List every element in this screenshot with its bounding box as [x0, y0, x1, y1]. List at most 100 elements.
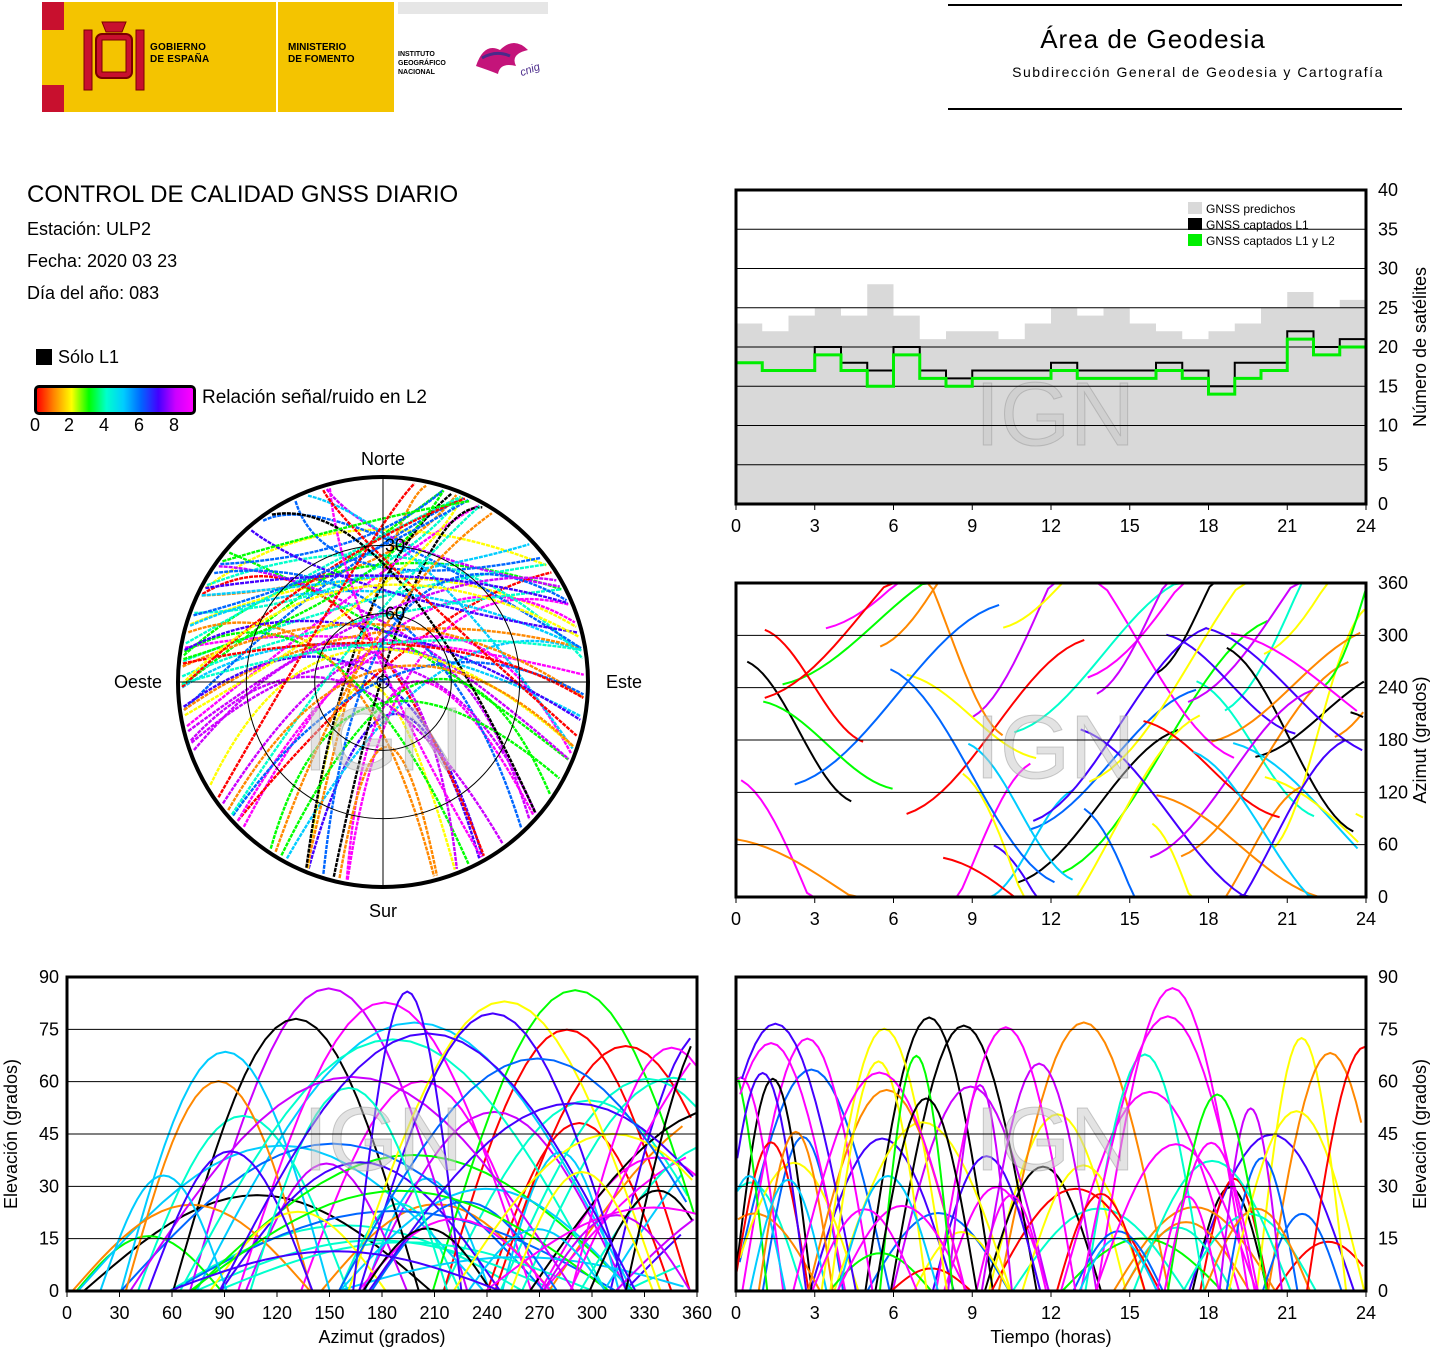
elev-time-track: [837, 1174, 939, 1292]
azimuth-track: [1350, 711, 1364, 718]
ministerio-logo: MINISTERIO DE FOMENTO: [278, 2, 394, 112]
azimuth-track: [1272, 608, 1366, 850]
elev-time-track: [1256, 1036, 1348, 1292]
sky-track: [274, 512, 493, 853]
sky-track: [181, 638, 582, 685]
x-tick-label: 12: [1041, 516, 1061, 536]
y-tick-label: 0: [49, 1281, 59, 1301]
x-tick-label: 12: [1041, 1303, 1061, 1323]
elev-az-track: [347, 1000, 662, 1292]
x-tick-label: 18: [1198, 1303, 1218, 1323]
elev-az-track: [588, 1189, 693, 1292]
y-tick-label: 120: [1378, 782, 1408, 802]
elev-time-track: [1191, 1186, 1269, 1292]
elev-az-track: [218, 1032, 637, 1292]
y-tick-label: 60: [1378, 835, 1398, 855]
azimuth-track: [1166, 633, 1296, 735]
x-tick-label: 90: [214, 1303, 234, 1323]
sky-track: [221, 647, 531, 820]
y-tick-label: 30: [1378, 1176, 1398, 1196]
sky-track: [322, 489, 578, 737]
y-tick-label: 45: [39, 1124, 59, 1144]
header-logos: GOBIERNO DE ESPAÑA MINISTERIO DE FOMENTO…: [42, 2, 548, 112]
x-tick-label: 180: [367, 1303, 397, 1323]
sky-track: [186, 504, 480, 728]
x-tick-label: 120: [262, 1303, 292, 1323]
elev-az-track: [494, 1044, 692, 1292]
gobierno-logo: GOBIERNO DE ESPAÑA: [64, 2, 276, 112]
azimuth-track: [1255, 680, 1365, 758]
elev-time-track: [997, 1021, 1170, 1292]
y-tick-label: 90: [39, 967, 59, 987]
y-tick-label: 15: [39, 1229, 59, 1249]
x-tick-label: 24: [1356, 1303, 1376, 1323]
azimuth-track: [906, 638, 1085, 815]
x-tick-label: 0: [731, 516, 741, 536]
azimuth-track: [1032, 626, 1208, 822]
direction-east: Este: [606, 672, 642, 692]
sky-track: [193, 499, 469, 617]
elev-time-track: [1060, 1090, 1241, 1292]
elev-time-track: [1079, 1015, 1256, 1292]
sky-track: [220, 489, 444, 566]
sky-track: [285, 639, 582, 860]
x-tick-label: 330: [629, 1303, 659, 1323]
elev-az-track: [542, 1156, 687, 1292]
legend-swatch: [1188, 218, 1202, 230]
station-label: Estación: ULP2: [27, 219, 152, 239]
elev-az-track: [452, 1132, 693, 1292]
elev-time-track: [983, 1165, 1102, 1292]
elev-az-track: [137, 1114, 349, 1292]
elev-az-track: [189, 987, 469, 1292]
snr-label: Relación señal/ruido en L2: [202, 387, 427, 408]
y-axis-label: Azimut (grados): [1410, 676, 1430, 803]
cnig-logo-icon: [476, 43, 528, 74]
legend-swatch: [1188, 202, 1202, 214]
x-tick-label: 210: [419, 1303, 449, 1323]
sky-track: [271, 512, 537, 814]
elev-time-track: [878, 1054, 954, 1292]
header-rule-bottom: [948, 108, 1402, 110]
azimuth-track: [1230, 632, 1358, 712]
y-tick-label: 5: [1378, 455, 1388, 475]
elev-time-track: [980, 1062, 1098, 1292]
y-tick-label: 90: [1378, 967, 1398, 987]
y-axis-label: Número de satélites: [1410, 267, 1430, 427]
elev-time-track: [736, 1076, 785, 1292]
legend-label: GNSS captados L1 y L2: [1206, 234, 1335, 248]
elev-time-track: [1166, 1093, 1268, 1292]
elev-time-track: [1203, 1207, 1311, 1292]
legend-only-l1-label: Sólo L1: [58, 347, 120, 367]
y-tick-label: 0: [1378, 1281, 1388, 1301]
elev-az-track: [168, 1250, 502, 1292]
elev-az-track: [609, 1037, 691, 1292]
x-tick-label: 0: [62, 1303, 72, 1323]
x-tick-label: 270: [524, 1303, 554, 1323]
snr-tick: 8: [169, 415, 180, 435]
y-axis-label: Elevación (grados): [1, 1059, 21, 1209]
snr-tick: 2: [64, 415, 75, 435]
elev-time-track: [737, 1212, 821, 1292]
x-tick-label: 21: [1277, 909, 1297, 929]
instituto-text: INSTITUTO GEOGRÁFICO NACIONAL: [398, 51, 446, 76]
x-tick-label: 9: [967, 516, 977, 536]
azimuth-track: [1205, 627, 1363, 752]
sky-track: [222, 499, 471, 563]
header-grey-bar: [398, 2, 548, 14]
x-tick-label: 15: [1120, 1303, 1140, 1323]
plot-border: [734, 975, 1368, 1293]
sky-track: [217, 482, 416, 798]
azimuth-track: [1264, 776, 1359, 843]
x-tick-label: 3: [810, 909, 820, 929]
elev-time-track: [749, 1178, 828, 1292]
elev-time-track: [757, 1130, 834, 1292]
y-tick-label: 20: [1378, 337, 1398, 357]
x-tick-label: 60: [162, 1303, 182, 1323]
azimuth-track: [1080, 728, 1261, 898]
sky-track: [332, 506, 483, 878]
y-tick-label: 60: [39, 1072, 59, 1092]
azimuth-track: [1355, 812, 1364, 819]
